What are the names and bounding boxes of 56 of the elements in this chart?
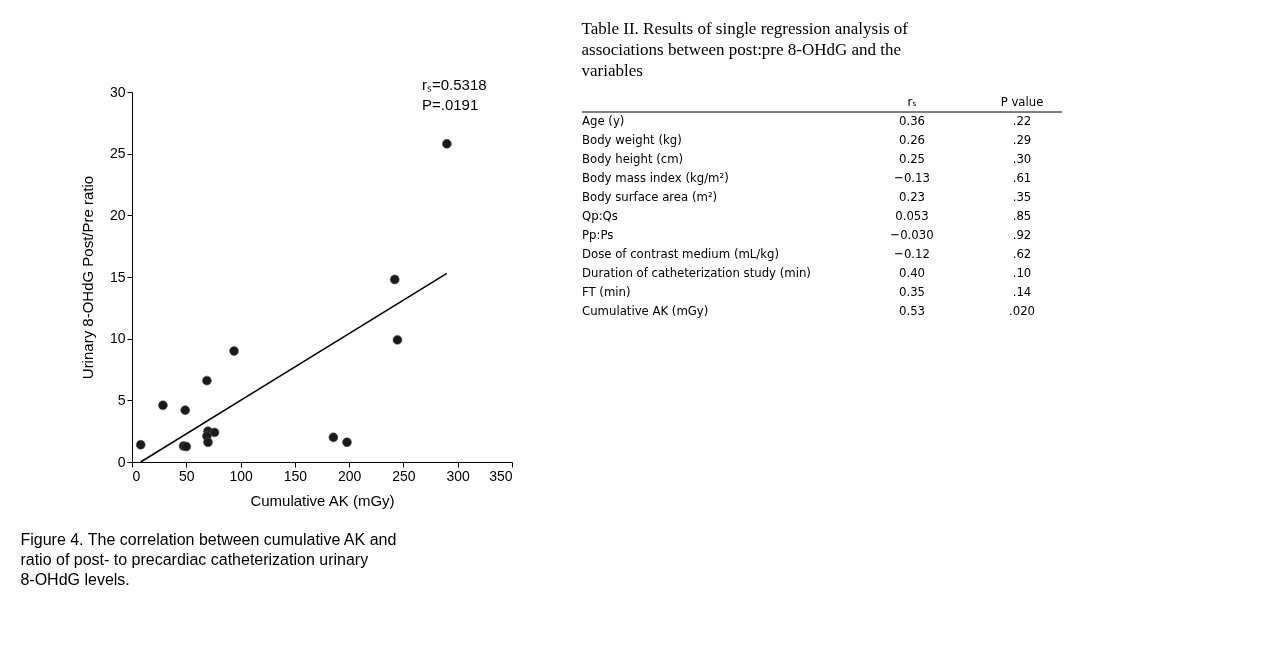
y-tick-label: 10	[109, 330, 126, 347]
text: Table II. Results of single regression analysis of associations between post:pre 8-OHdG and the variables	[581, 19, 909, 80]
text: −0.13	[894, 170, 930, 185]
text: .14	[1012, 284, 1032, 299]
text: Cumulative AK (mGy)	[582, 303, 709, 318]
annotation: rₛ=0.5318	[422, 76, 487, 93]
text: 0.25	[898, 151, 926, 166]
text: .61	[1012, 170, 1032, 185]
x-tick-label: 300	[446, 467, 471, 484]
text: 0.053	[895, 208, 929, 223]
x-tick-label: 350	[489, 467, 513, 484]
y-tick-label: 20	[109, 206, 126, 223]
text: Body surface area (m²)	[582, 189, 718, 204]
y-tick-label: 0	[117, 453, 126, 470]
x-tick-label: 250	[392, 467, 416, 484]
text: 0.26	[898, 132, 926, 147]
text: .35	[1012, 189, 1032, 204]
x-axis-title: Cumulative AK (mGy)	[250, 491, 395, 509]
text: −0.12	[894, 246, 930, 261]
text: 0.35	[898, 284, 926, 299]
text: Age (y)	[582, 113, 625, 128]
text: Body mass index (kg/m²)	[582, 170, 729, 185]
y-tick-label: 30	[109, 83, 126, 100]
text: Body weight (kg)	[582, 132, 682, 147]
text: FT (min)	[582, 284, 631, 299]
text: rₛ	[907, 94, 917, 109]
text: .85	[1012, 208, 1032, 223]
text: P value	[1000, 94, 1044, 109]
text: Body height (cm)	[582, 151, 684, 166]
text: .92	[1012, 227, 1032, 242]
x-tick-label: 150	[283, 467, 308, 484]
text: .22	[1012, 113, 1032, 128]
text: .10	[1012, 265, 1032, 280]
text: .62	[1012, 246, 1032, 261]
text: Qp:Qs	[582, 208, 618, 223]
text: .30	[1012, 151, 1032, 166]
y-tick-label: 5	[117, 391, 126, 408]
y-tick-label: 25	[109, 145, 126, 162]
text: Dose of contrast medium (mL/kg)	[582, 246, 780, 261]
x-tick-label: 0	[132, 467, 141, 484]
text: 0.53	[898, 303, 926, 318]
x-tick-label: 50	[179, 467, 195, 484]
annotation: P=.0191	[422, 96, 479, 113]
x-tick-label: 100	[229, 467, 253, 484]
y-tick-label: 15	[109, 268, 126, 285]
y-axis-title: Urinary 8-OHdG Post/Pre ratio	[78, 175, 96, 380]
text: 0.40	[898, 265, 926, 280]
text: 0.23	[898, 189, 926, 204]
text: .29	[1012, 132, 1032, 147]
text: .020	[1008, 303, 1036, 318]
text: −0.030	[890, 227, 934, 242]
x-tick-label: 200	[337, 467, 362, 484]
text: Pp:Ps	[582, 227, 614, 242]
text: 0.36	[898, 113, 926, 128]
text: Duration of catheterization study (min)	[582, 265, 811, 280]
caption: Figure 4. The correlation between cumulative AK and ratio of post- to precardiac catheterization urinary 8-OHdG levels.	[20, 531, 397, 588]
